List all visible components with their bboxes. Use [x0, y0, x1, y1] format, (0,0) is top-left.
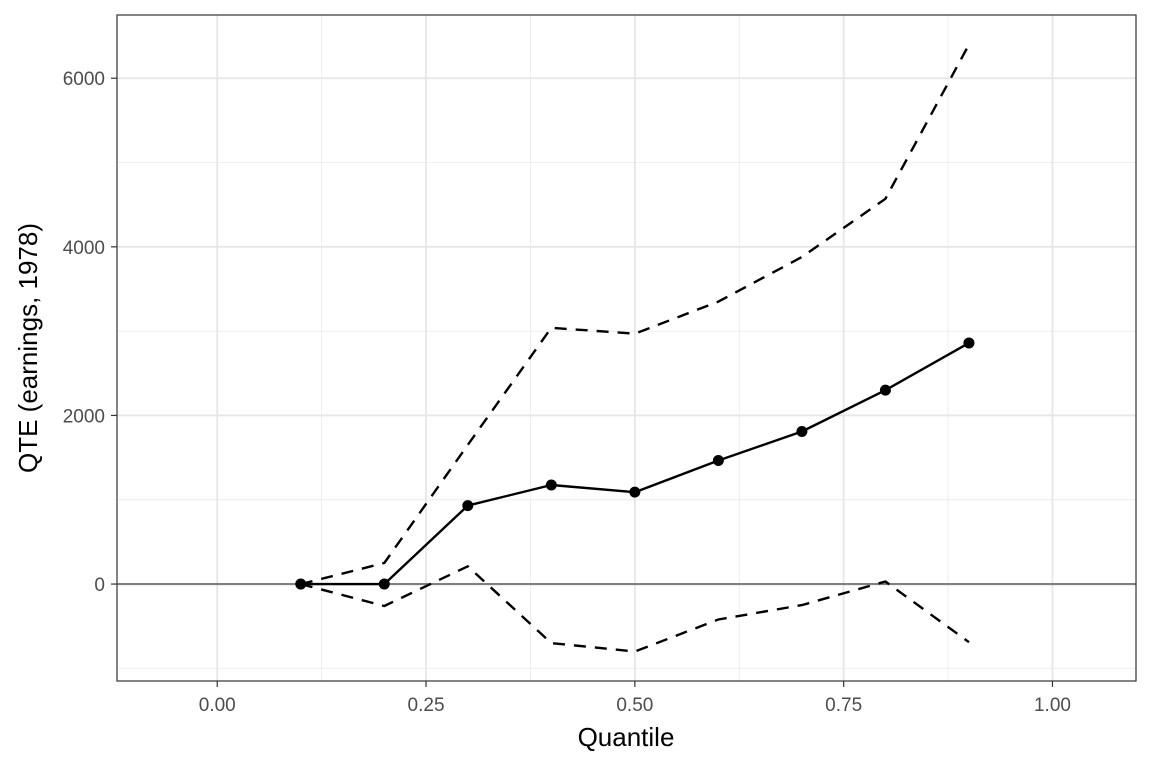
estimate-point-7: [879, 384, 891, 396]
panel-border: [116, 14, 1137, 682]
x-axis-title: Quantile: [578, 722, 675, 752]
estimate-point-1: [378, 578, 390, 590]
estimate-point-0: [295, 578, 307, 590]
x-axis: 0.00 0.25 0.50 0.75 1.00: [199, 681, 1071, 716]
estimate-point-6: [796, 425, 808, 437]
estimate-point-2: [462, 500, 474, 512]
x-tick-label-2: 0.50: [616, 695, 653, 716]
x-tick-label-1: 0.25: [408, 695, 445, 716]
estimate-point-3: [545, 479, 557, 491]
x-tick-label-0: 0.00: [199, 695, 236, 716]
y-tick-label-0: 0: [94, 575, 105, 596]
estimate-point-8: [963, 337, 975, 349]
points-layer: [295, 337, 975, 590]
y-axis-title: QTE (earnings, 1978): [13, 223, 43, 473]
x-tick-label-4: 1.00: [1034, 695, 1071, 716]
y-axis: 0 2000 4000 6000: [63, 69, 117, 596]
estimate-point-4: [629, 486, 641, 498]
minor-gridlines: [117, 15, 1136, 681]
estimate-point-5: [712, 455, 724, 467]
y-tick-label-2: 4000: [63, 238, 105, 259]
panel-background: [117, 15, 1136, 681]
x-tick-label-3: 0.75: [825, 695, 862, 716]
y-tick-label-3: 6000: [63, 69, 105, 90]
upper-line: [300, 43, 971, 586]
y-tick-label-1: 2000: [63, 406, 105, 427]
